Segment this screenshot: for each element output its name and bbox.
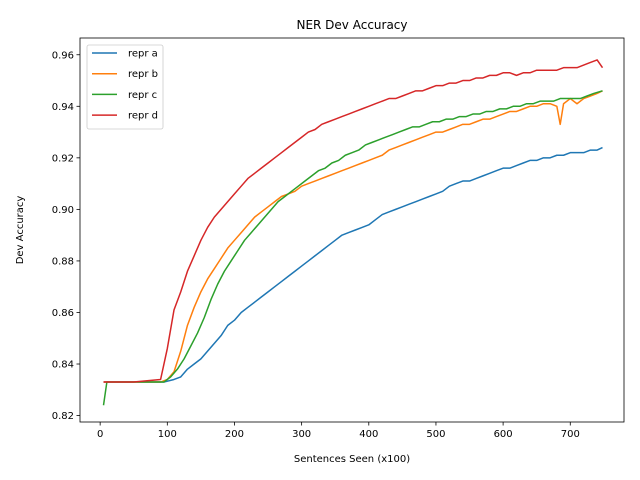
series-line-1 (103, 146, 603, 383)
y-tick-label: 0.94 (52, 102, 74, 113)
y-axis-ticks: 0.82 0.84 0.86 0.88 0.90 0.92 0.94 0.96 (52, 50, 80, 422)
series-layer (102, 59, 604, 406)
legend: repr a repr b repr c repr d (86, 44, 164, 130)
plot-frame (79, 37, 625, 423)
series-line-4 (103, 59, 604, 383)
y-tick-label: 0.86 (52, 308, 74, 319)
series-line-2 (103, 90, 603, 383)
x-tick-label: 200 (225, 429, 244, 440)
y-tick-label: 0.96 (52, 50, 74, 61)
series-line-3 (102, 90, 603, 406)
legend-frame (86, 44, 164, 130)
legend-label-2: repr b (128, 69, 158, 80)
x-tick-label: 0 (97, 429, 103, 440)
x-tick-label: 100 (158, 429, 177, 440)
x-axis-ticks: 0 100 200 300 400 500 600 700 (97, 422, 580, 440)
legend-label-4: repr d (128, 111, 158, 122)
y-tick-label: 0.92 (52, 153, 74, 164)
x-tick-label: 700 (561, 429, 580, 440)
y-tick-label: 0.84 (52, 360, 74, 371)
x-tick-label: 400 (359, 429, 378, 440)
chart-title: NER Dev Accuracy (296, 18, 407, 32)
legend-label-1: repr a (128, 49, 158, 60)
x-tick-label: 500 (426, 429, 445, 440)
y-tick-label: 0.82 (52, 411, 74, 422)
y-tick-label: 0.90 (52, 205, 74, 216)
x-tick-label: 600 (494, 429, 513, 440)
x-tick-label: 300 (292, 429, 311, 440)
x-axis-label: Sentences Seen (x100) (294, 454, 410, 465)
y-axis-label: Dev Accuracy (15, 196, 26, 265)
y-tick-label: 0.88 (52, 256, 74, 267)
legend-label-3: repr c (128, 90, 157, 101)
